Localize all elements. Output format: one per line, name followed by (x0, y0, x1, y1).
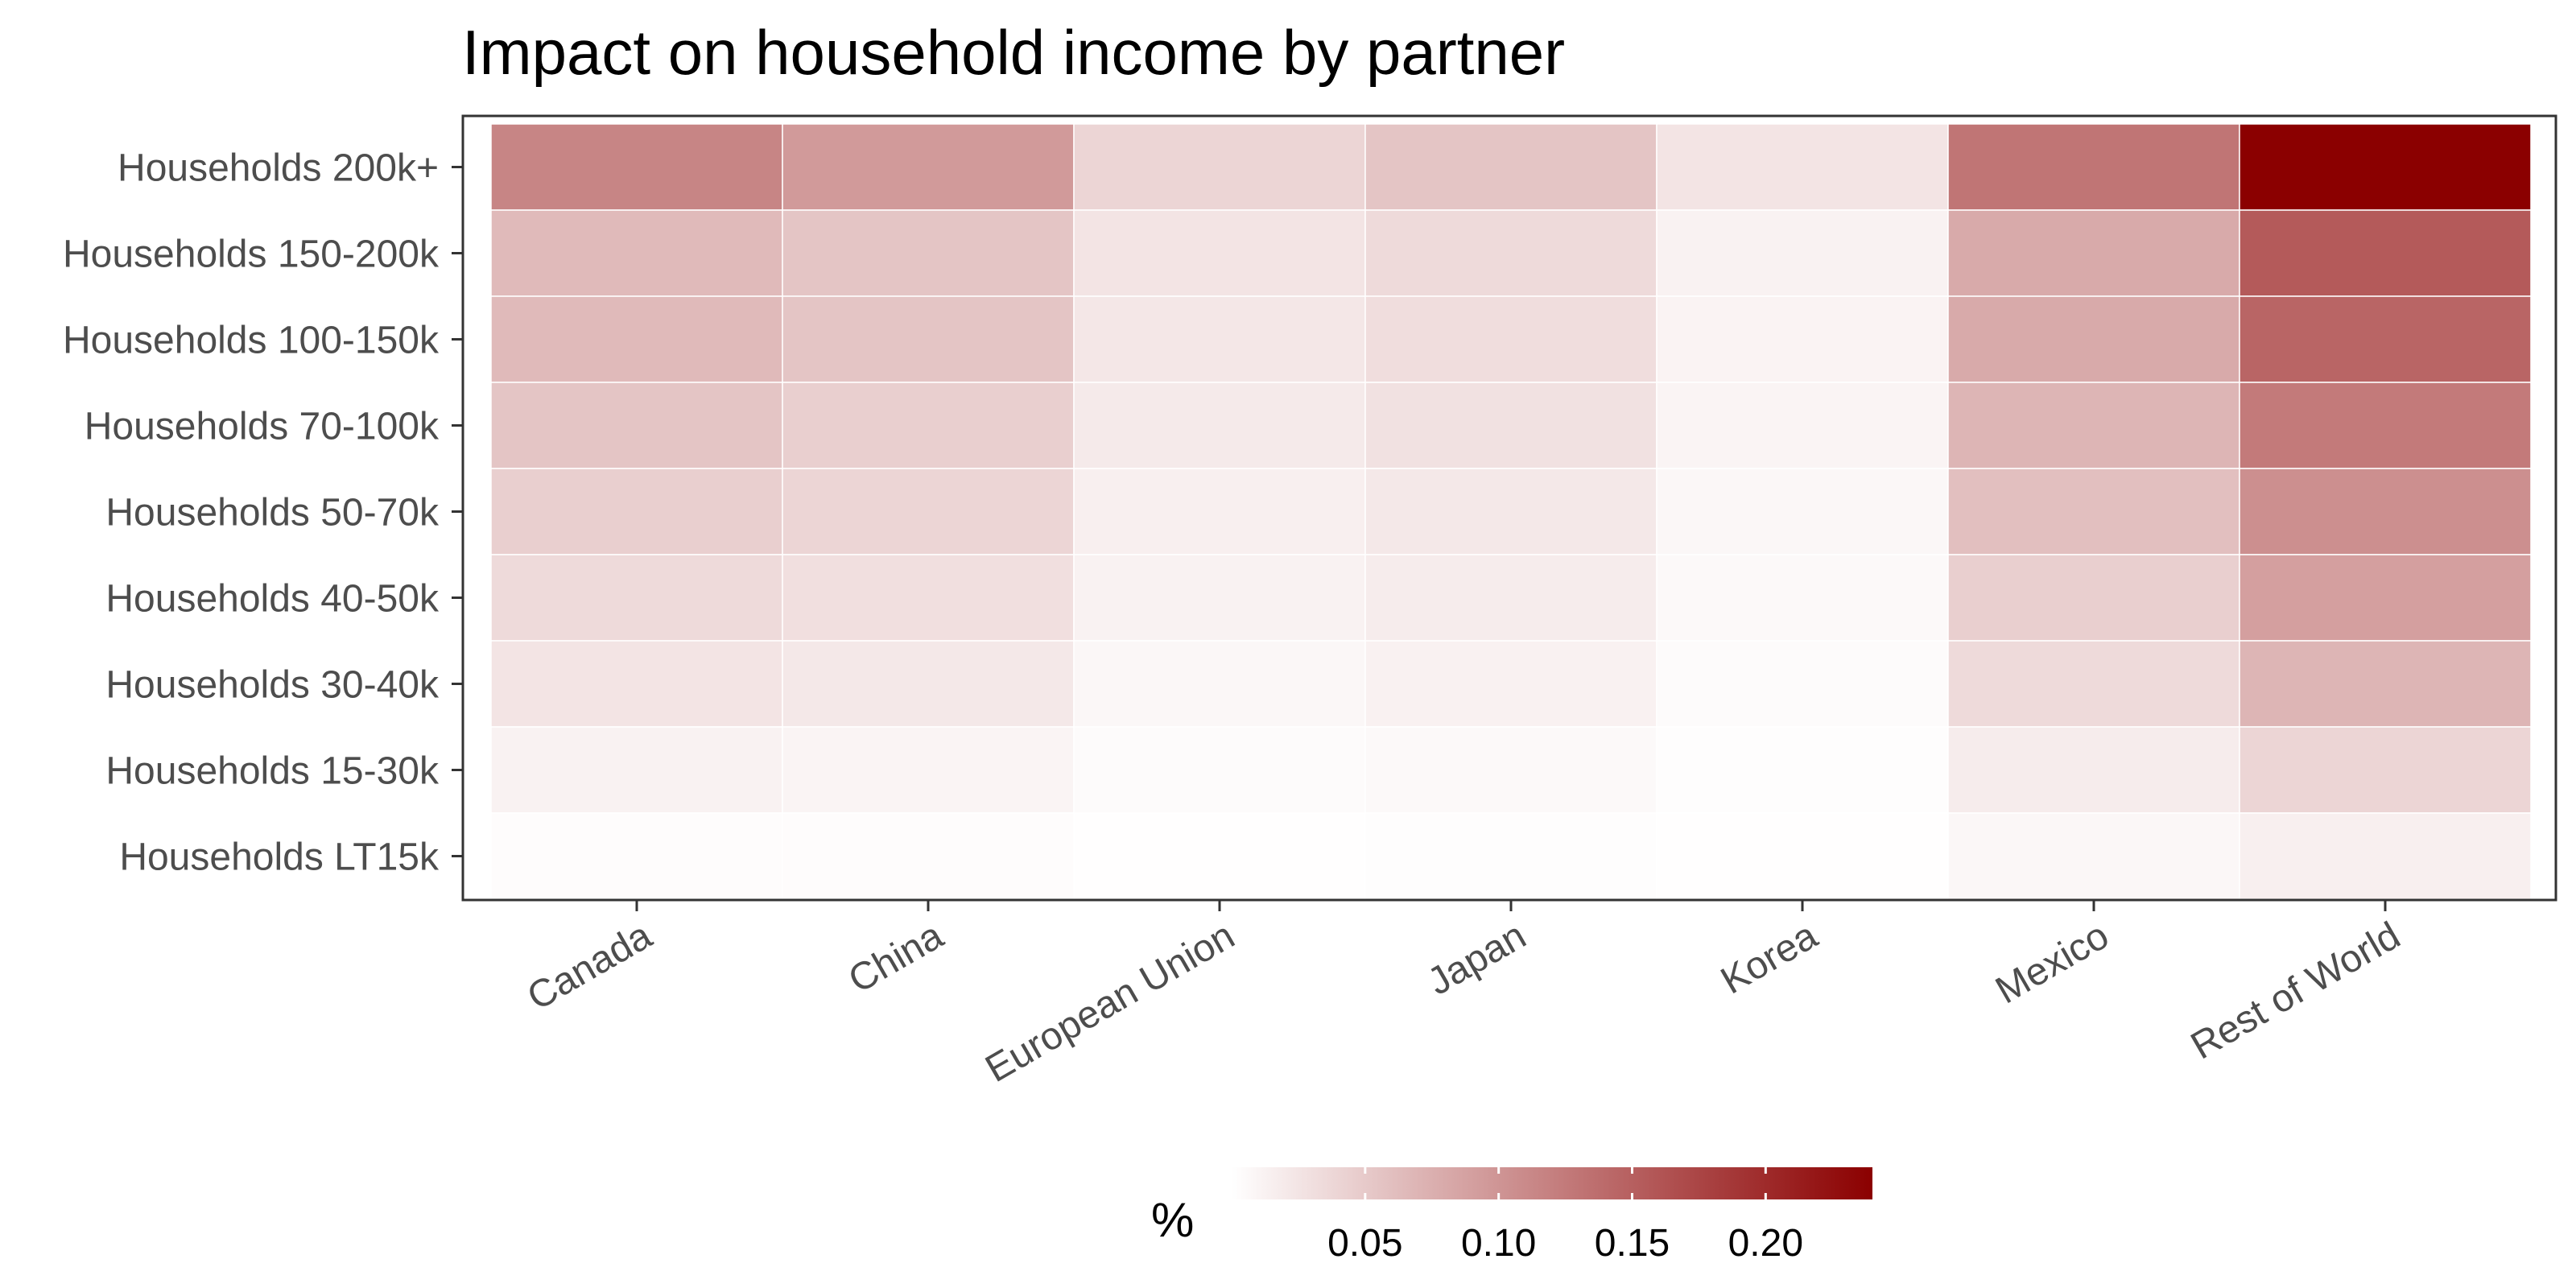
heatmap-cell (782, 382, 1075, 469)
heatmap-cell (782, 468, 1075, 555)
y-tick-label: Households 100-150k (63, 320, 440, 362)
heatmap-cell (1656, 123, 1949, 211)
heatmap-cell (782, 726, 1075, 814)
heatmap-cell (782, 295, 1075, 383)
heatmap-cells (490, 123, 2532, 900)
heatmap-cell (490, 123, 783, 211)
heatmap-cell (1947, 295, 2240, 383)
heatmap-cell (2239, 554, 2532, 642)
heatmap-cell (1364, 640, 1657, 728)
heatmap-cell (1656, 382, 1949, 469)
heatmap-cell (782, 812, 1075, 900)
heatmap-cell (1364, 209, 1657, 297)
heatmap-cell (1947, 382, 2240, 469)
x-axis: Canada China European Union Japan Korea Mexic… (520, 900, 2408, 1091)
chart-title: Impact on household income by partner (462, 17, 1565, 88)
heatmap-cell (1656, 640, 1949, 728)
x-tick-label: Japan (1421, 914, 1534, 1004)
heatmap-cell (2239, 726, 2532, 814)
y-tick-label: Households 30-40k (105, 664, 440, 707)
x-tick-label: Rest of World (2184, 914, 2408, 1068)
heatmap-cell (1947, 726, 2240, 814)
heatmap-cell (1656, 209, 1949, 297)
y-tick-label: Households 50-70k (105, 492, 440, 535)
heatmap-cell (1364, 382, 1657, 469)
heatmap-cell (1073, 726, 1366, 814)
heatmap-cell (1073, 468, 1366, 555)
y-tick-label: Households 200k+ (118, 147, 439, 190)
legend-tick-label: 0.05 (1327, 1222, 1402, 1265)
heatmap-cell (490, 726, 783, 814)
y-axis: Households 200k+ Households 150-200k House… (63, 147, 463, 879)
heatmap-cell (2239, 295, 2532, 383)
heatmap-cell (782, 123, 1075, 211)
heatmap-cell (490, 295, 783, 383)
heatmap-cell (2239, 382, 2532, 469)
color-legend: % 0.05 0.10 0.15 0.20 (1151, 1167, 1872, 1265)
y-tick-label: Households 70-100k (85, 406, 440, 448)
heatmap-cell (1073, 209, 1366, 297)
heatmap-cell (1947, 468, 2240, 555)
heatmap-cell (1947, 209, 2240, 297)
legend-tick-label: 0.15 (1595, 1222, 1670, 1265)
heatmap-cell (1656, 468, 1949, 555)
heatmap-cell (1364, 295, 1657, 383)
heatmap-cell (1656, 554, 1949, 642)
heatmap-cell (1073, 123, 1366, 211)
heatmap-cell (1364, 468, 1657, 555)
x-tick-label: Mexico (1988, 914, 2116, 1013)
heatmap-cell (1947, 640, 2240, 728)
heatmap-cell (1947, 812, 2240, 900)
heatmap-cell (1073, 640, 1366, 728)
heatmap-cell (490, 468, 783, 555)
heatmap-cell (1364, 123, 1657, 211)
heatmap-cell (2239, 640, 2532, 728)
heatmap-cell (1656, 812, 1949, 900)
heatmap-cell (1947, 554, 2240, 642)
heatmap-cell (1364, 554, 1657, 642)
x-tick-label: European Union (979, 914, 1242, 1091)
heatmap-cell (1656, 295, 1949, 383)
heatmap-cell (2239, 468, 2532, 555)
heatmap-cell (782, 640, 1075, 728)
legend-ticks: 0.05 0.10 0.15 0.20 (1327, 1167, 1803, 1265)
heatmap-cell (1073, 295, 1366, 383)
heatmap-cell (782, 554, 1075, 642)
heatmap-cell (2239, 209, 2532, 297)
heatmap-cell (490, 554, 783, 642)
heatmap-cell (1364, 812, 1657, 900)
legend-tick-label: 0.20 (1728, 1222, 1803, 1265)
heatmap-cell (782, 209, 1075, 297)
y-tick-label: Households 150-200k (63, 233, 440, 276)
legend-colorbar (1232, 1167, 1872, 1199)
heatmap-cell (1656, 726, 1949, 814)
heatmap-cell (2239, 123, 2532, 211)
y-tick-label: Households 40-50k (105, 578, 440, 621)
legend-tick-label: 0.10 (1461, 1222, 1536, 1265)
heatmap-cell (1073, 554, 1366, 642)
y-tick-label: Households LT15k (119, 836, 440, 879)
heatmap-cell (1073, 382, 1366, 469)
heatmap-cell (1947, 123, 2240, 211)
plot-panel-border (461, 114, 2557, 902)
x-tick-label: China (841, 914, 950, 1001)
x-tick-label: Canada (520, 914, 658, 1018)
heatmap-cell (1364, 726, 1657, 814)
heatmap-cell (490, 812, 783, 900)
y-tick-label: Households 15-30k (105, 750, 440, 793)
heatmap-cell (490, 382, 783, 469)
heatmap-cell (490, 209, 783, 297)
heatmap-cell (2239, 812, 2532, 900)
x-tick-label: Korea (1714, 914, 1825, 1002)
heatmap-cell (490, 640, 783, 728)
heatmap-cell (1073, 812, 1366, 900)
legend-title: % (1151, 1193, 1194, 1247)
